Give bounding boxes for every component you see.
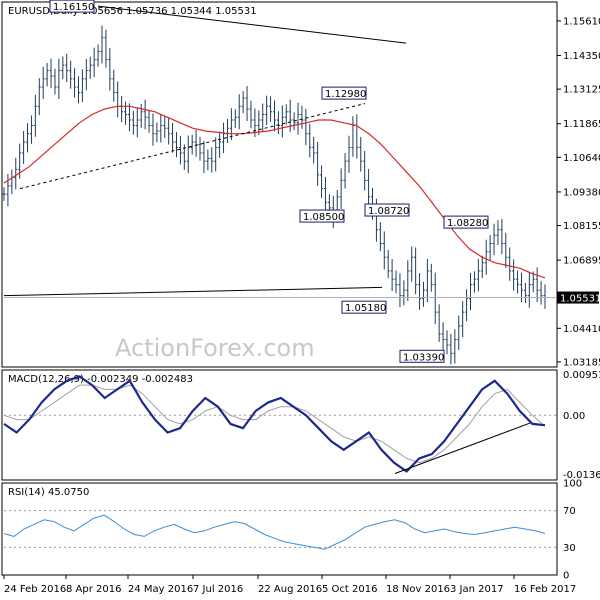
price-overlays — [3, 5, 557, 299]
price-panel: EURUSD,Daily 1.05656 1.05736 1.05344 1.0… — [1, 0, 600, 368]
y-tick-label: 1.10640 — [563, 153, 600, 164]
annotation-box — [443, 215, 489, 229]
macd-y-tick-label: 0.009514 — [563, 370, 600, 381]
annotation-label: 1.08720 — [368, 206, 409, 217]
rsi-lines — [3, 510, 557, 550]
y-tick-label: 1.04410 — [563, 324, 600, 335]
moving-average-line — [3, 105, 546, 279]
x-tick-label: 24 May 2016 — [128, 584, 193, 595]
annotation-label: 1.05180 — [345, 303, 386, 314]
macd-lines — [3, 375, 557, 474]
y-tick-label: 1.06895 — [563, 256, 600, 267]
macd-trendline — [394, 422, 531, 474]
x-tick-label: 5 Oct 2016 — [322, 584, 377, 595]
macd-line — [3, 375, 546, 473]
dashed-trendline — [19, 103, 366, 190]
x-tick-label: 18 Nov 2016 — [386, 584, 450, 595]
rsi-y-tick-label: 0 — [563, 571, 569, 582]
rsi-y-tick-label: 100 — [563, 479, 582, 490]
y-tick-label: 1.03185 — [563, 357, 600, 368]
rsi-line — [3, 514, 546, 550]
annotation-label: 1.12980 — [325, 89, 366, 100]
lower-trendline — [3, 286, 383, 297]
x-tick-label: 16 Feb 2017 — [514, 584, 576, 595]
annotation-box — [321, 86, 367, 100]
annotation-box — [364, 203, 410, 217]
rsi-title: RSI(14) 45.0750 — [8, 487, 89, 498]
x-tick-label: 7 Jul 2016 — [193, 584, 243, 595]
x-tick-label: 22 Aug 2016 — [258, 584, 322, 595]
last-price-label: 1.05531 — [560, 294, 600, 305]
last-price-badge — [557, 291, 599, 304]
macd-y-tick-label: 0.00 — [563, 411, 585, 422]
price-annotations: 1.16150 1.12980 1.08500 1.08720 1.08280 1.051… — [49, 0, 489, 363]
macd-title: MACD(12,26,9) -0.002349 -0.002483 — [8, 374, 193, 385]
annotation-label: 1.08500 — [303, 212, 344, 223]
rsi-y-tick-label: 30 — [563, 543, 576, 554]
y-tick-label: 1.14350 — [563, 51, 600, 62]
annotation-box — [399, 349, 445, 363]
annotation-label: 1.08280 — [447, 218, 488, 229]
rsi-y-tick-label: 70 — [563, 506, 576, 517]
y-tick-label: 1.13125 — [563, 85, 600, 96]
y-tick-label: 1.11865 — [563, 119, 600, 130]
y-tick-label: 1.08155 — [563, 221, 600, 232]
macd-y-tick-label: -0.013671 — [563, 470, 600, 481]
rsi-panel-frame — [1, 482, 558, 576]
x-tick-label: 3 Jan 2017 — [450, 584, 504, 595]
x-axis: 24 Feb 2016 8 Apr 2016 24 May 2016 7 Jul 20… — [3, 575, 576, 595]
annotation-box — [49, 0, 95, 13]
upper-trendline — [97, 5, 407, 44]
y-tick-label: 1.09380 — [563, 187, 600, 198]
price-header: EURUSD,Daily 1.05656 1.05736 1.05344 1.0… — [8, 6, 257, 17]
annotation-label: 1.16150 — [53, 2, 94, 13]
macd-y-axis: 0.009514 0.00 -0.013671 — [563, 370, 600, 481]
macd-panel-frame — [1, 369, 558, 481]
annotation-box — [341, 300, 387, 314]
annotation-box — [299, 209, 345, 223]
price-y-axis: 1.15610 1.14350 1.13125 1.11865 1.10640 1.093… — [557, 16, 600, 368]
price-panel-frame — [1, 1, 558, 368]
rsi-y-axis: 100 70 30 0 — [563, 479, 582, 582]
x-tick-label: 8 Apr 2016 — [66, 584, 121, 595]
annotation-label: 1.03390 — [403, 352, 444, 363]
y-tick-label: 1.15610 — [563, 16, 600, 27]
macd-panel: MACD(12,26,9) -0.002349 -0.002483 0.0095… — [1, 369, 600, 481]
watermark: ActionForex.com — [115, 334, 315, 362]
x-tick-label: 24 Feb 2016 — [4, 584, 66, 595]
rsi-panel: RSI(14) 45.0750 100 70 30 0 — [1, 479, 582, 582]
